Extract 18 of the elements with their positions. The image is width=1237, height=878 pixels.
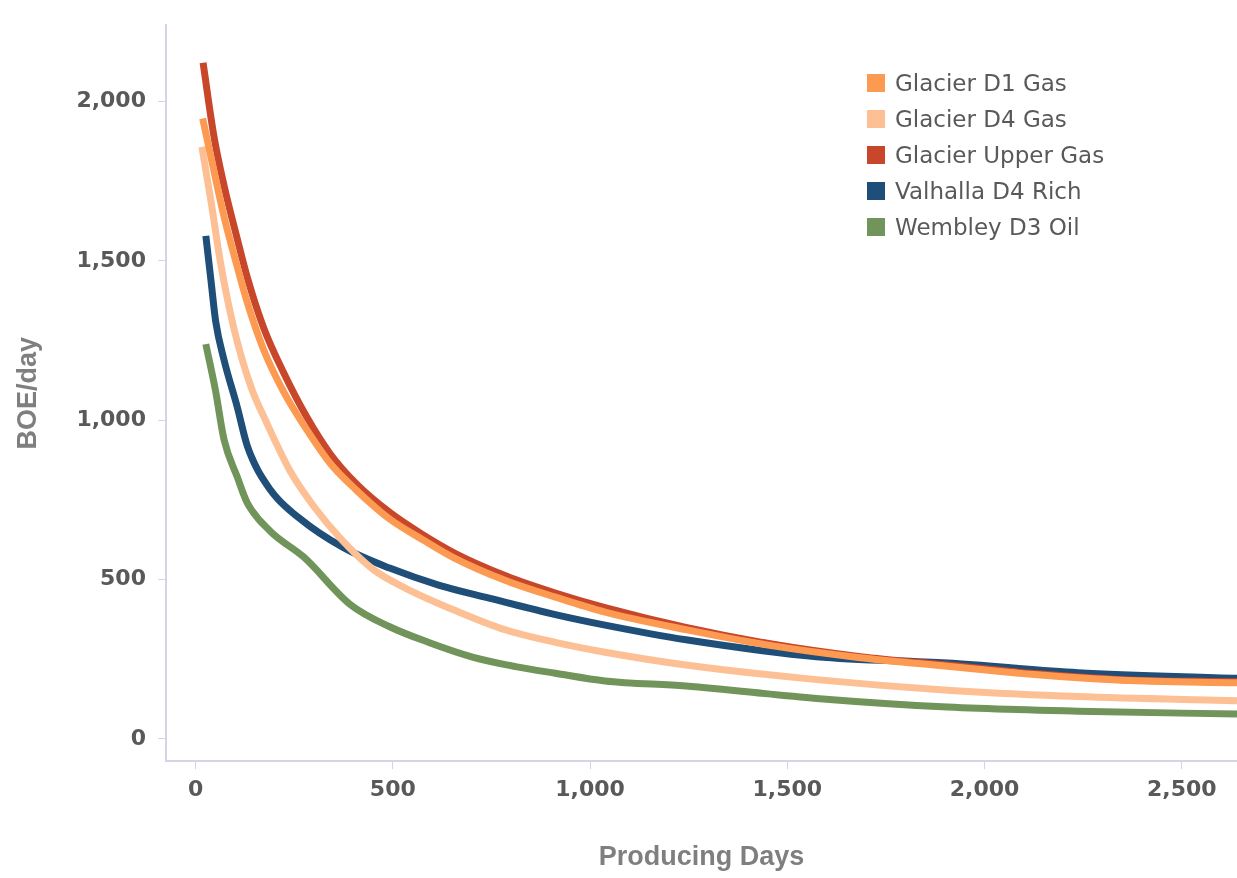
legend-label: Glacier D1 Gas bbox=[895, 70, 1067, 97]
y-axis-title: BOE/day bbox=[11, 336, 42, 450]
y-tick-label: 1,000 bbox=[76, 406, 146, 431]
x-tick-label: 2,000 bbox=[949, 776, 1020, 802]
x-axis-title: Producing Days bbox=[598, 841, 805, 872]
legend-label: Wembley D3 Oil bbox=[895, 214, 1080, 241]
y-tick-label: 500 bbox=[100, 565, 146, 591]
y-tick-label: 0 bbox=[130, 724, 146, 750]
legend-label: Glacier Upper Gas bbox=[895, 142, 1105, 169]
y-tick-label: 1,500 bbox=[76, 246, 146, 272]
x-tick-label: 1,500 bbox=[752, 776, 823, 802]
legend-label: Glacier D4 Gas bbox=[895, 106, 1067, 133]
x-tick-label: 1,000 bbox=[555, 776, 625, 802]
legend-label: Valhalla D4 Rich bbox=[895, 178, 1082, 205]
x-tick-label: 0 bbox=[187, 776, 204, 802]
y-tick-label: 2,000 bbox=[76, 87, 146, 113]
x-tick-label: 2,500 bbox=[1146, 776, 1217, 802]
x-tick-label: 500 bbox=[369, 776, 416, 802]
